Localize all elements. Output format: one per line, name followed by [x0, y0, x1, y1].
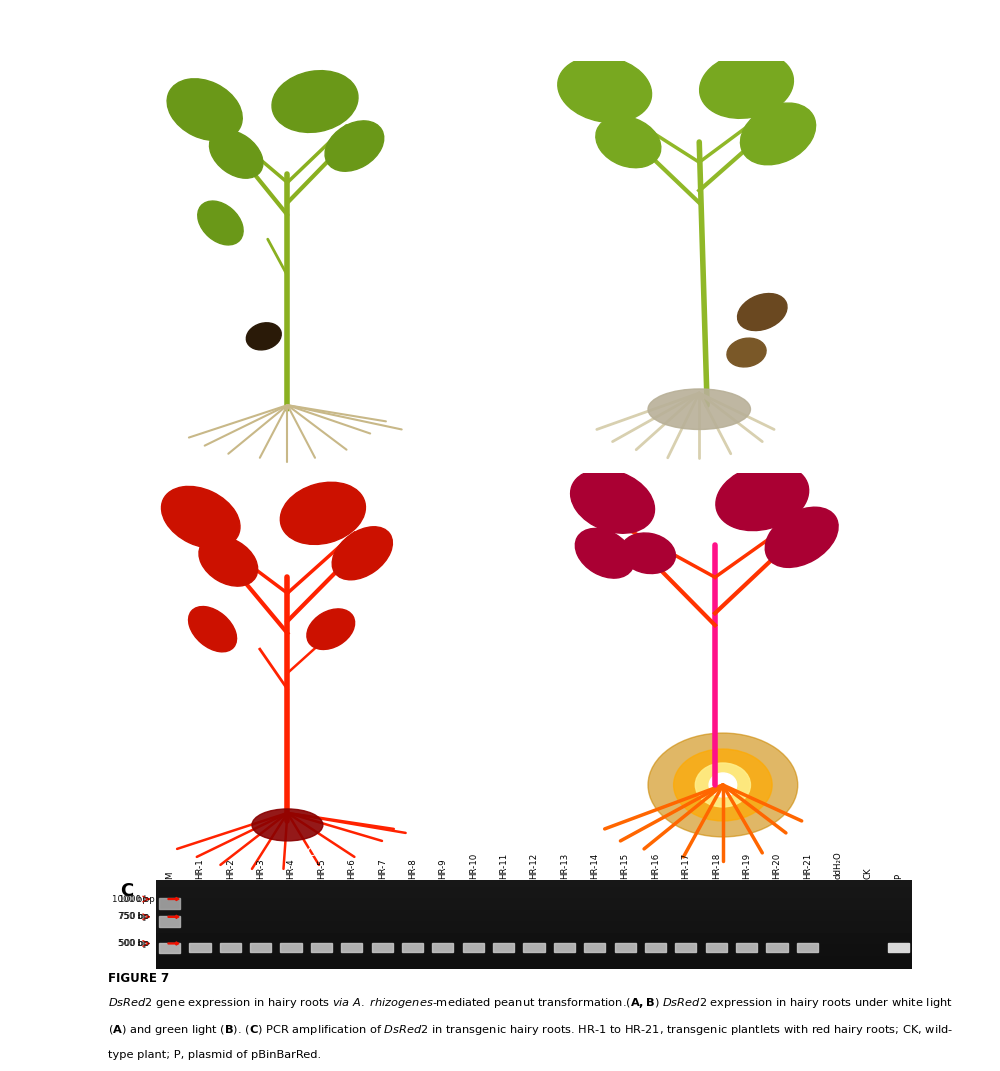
Bar: [311, 944, 332, 952]
Text: type plant; P, plasmid of pBinBarRed.: type plant; P, plasmid of pBinBarRed.: [108, 1050, 321, 1060]
Text: CK: CK: [864, 868, 873, 879]
Ellipse shape: [325, 121, 384, 171]
Bar: [159, 899, 180, 909]
Bar: [645, 944, 666, 952]
Bar: [280, 944, 302, 952]
Bar: [250, 944, 271, 952]
Text: HR-3: HR-3: [256, 859, 265, 879]
Text: 1000 bp: 1000 bp: [112, 894, 148, 904]
Bar: [220, 944, 241, 952]
Text: +: +: [710, 846, 720, 859]
Ellipse shape: [209, 130, 263, 178]
Text: FIGURE 7: FIGURE 7: [108, 972, 169, 985]
Ellipse shape: [558, 57, 652, 122]
Ellipse shape: [161, 486, 240, 548]
Bar: [372, 944, 393, 952]
Bar: [432, 944, 453, 952]
Bar: [159, 942, 180, 953]
Text: 500 bp: 500 bp: [119, 939, 149, 948]
Text: HR-6: HR-6: [347, 859, 356, 879]
Ellipse shape: [738, 293, 787, 331]
Bar: [797, 944, 818, 952]
Text: HR-5: HR-5: [317, 859, 326, 879]
Bar: [888, 942, 909, 952]
Bar: [766, 944, 788, 952]
Ellipse shape: [621, 533, 675, 574]
Text: HR-13: HR-13: [560, 853, 569, 879]
Text: HR-7: HR-7: [378, 859, 387, 879]
Text: CK: CK: [307, 846, 323, 859]
Ellipse shape: [332, 527, 392, 579]
Ellipse shape: [167, 79, 242, 140]
Text: $\it{DsRed2}$ gene expression in hairy roots $\it{via}$ $\it{A.}$ $\it{rhizogene: $\it{DsRed2}$ gene expression in hairy r…: [108, 996, 953, 1010]
Ellipse shape: [648, 733, 798, 836]
Text: HR-16: HR-16: [651, 853, 660, 879]
Bar: [341, 944, 362, 952]
Text: HR-15: HR-15: [621, 853, 630, 879]
Text: HR-1: HR-1: [195, 859, 204, 879]
Ellipse shape: [246, 322, 281, 350]
Bar: [706, 944, 727, 952]
Bar: [159, 916, 180, 926]
Text: HR-4: HR-4: [287, 859, 296, 879]
Ellipse shape: [199, 537, 258, 586]
Text: ($\bf{A}$) and green light ($\bf{B}$). ($\bf{C}$) PCR amplification of $\it{DsRe: ($\bf{A}$) and green light ($\bf{B}$). (…: [108, 1023, 953, 1037]
Ellipse shape: [307, 609, 355, 649]
Text: ddH₂O: ddH₂O: [833, 851, 842, 879]
Text: HR-12: HR-12: [530, 853, 538, 879]
Ellipse shape: [648, 389, 750, 429]
Ellipse shape: [765, 508, 838, 568]
Text: HR-8: HR-8: [408, 859, 417, 879]
Bar: [402, 944, 423, 952]
Text: HR-11: HR-11: [499, 853, 508, 879]
Text: HR-19: HR-19: [742, 854, 751, 879]
Ellipse shape: [198, 201, 243, 245]
Text: HR-14: HR-14: [590, 853, 599, 879]
Ellipse shape: [674, 749, 772, 821]
Text: C: C: [120, 883, 133, 900]
Ellipse shape: [272, 71, 358, 133]
Bar: [615, 944, 636, 952]
Bar: [463, 944, 484, 952]
Ellipse shape: [596, 117, 661, 168]
Text: HR-2: HR-2: [226, 859, 235, 879]
Text: M: M: [165, 872, 174, 879]
Bar: [523, 944, 545, 952]
Text: HR-17: HR-17: [681, 853, 690, 879]
Ellipse shape: [695, 763, 750, 806]
Text: 750 bp: 750 bp: [119, 912, 149, 921]
Text: HR-20: HR-20: [772, 853, 781, 879]
Bar: [584, 944, 605, 952]
Ellipse shape: [575, 528, 634, 578]
Bar: [189, 944, 211, 952]
Ellipse shape: [716, 464, 809, 530]
Text: HR-21: HR-21: [803, 853, 812, 879]
Text: A: A: [134, 73, 148, 91]
Ellipse shape: [709, 773, 737, 797]
Bar: [554, 944, 575, 952]
Bar: [675, 944, 696, 952]
Text: HR-18: HR-18: [712, 853, 721, 879]
Bar: [493, 944, 514, 952]
Ellipse shape: [700, 52, 793, 118]
Ellipse shape: [280, 482, 365, 544]
Ellipse shape: [252, 809, 323, 841]
Text: HR-9: HR-9: [438, 859, 447, 879]
Ellipse shape: [571, 469, 655, 533]
Ellipse shape: [740, 103, 816, 165]
Text: 750 bp: 750 bp: [118, 912, 148, 921]
Text: 500 bp: 500 bp: [118, 939, 148, 948]
Ellipse shape: [727, 338, 766, 367]
Bar: [736, 944, 757, 952]
Text: P: P: [894, 874, 903, 879]
Ellipse shape: [189, 606, 237, 652]
Text: B: B: [134, 485, 147, 503]
Text: 1000 bp: 1000 bp: [119, 894, 155, 904]
Text: HR-10: HR-10: [469, 853, 478, 879]
